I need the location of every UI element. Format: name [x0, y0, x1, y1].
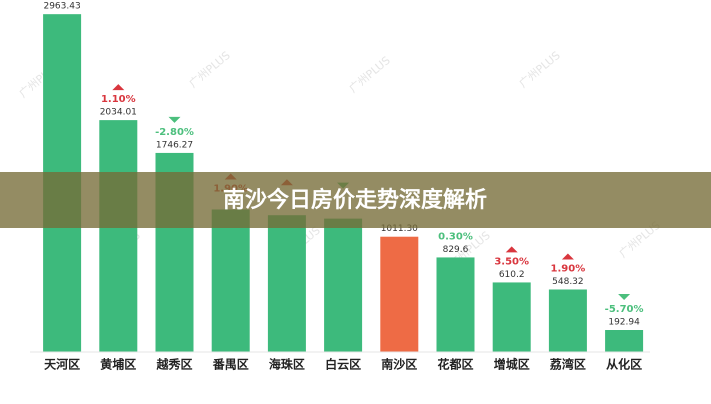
trend-arrow [618, 294, 631, 301]
value-label: 1011.30 [381, 224, 418, 234]
x-tick-label: 荔湾区 [549, 357, 586, 372]
bar [380, 236, 419, 352]
trend-arrow [112, 84, 125, 91]
bar [436, 257, 475, 352]
value-label: 1746.27 [156, 140, 193, 150]
x-tick-label: 增城区 [494, 357, 530, 372]
bar [548, 289, 587, 352]
x-tick-label: 从化区 [606, 357, 642, 372]
trend-arrow [561, 253, 574, 260]
change-label: -5.70% [605, 304, 644, 315]
trend-arrow [168, 116, 181, 123]
value-label: 829.6 [443, 245, 469, 255]
value-label: 2034.01 [100, 108, 137, 118]
trend-arrow [505, 246, 518, 253]
banner-title: 南沙今日房价走势深度解析 [223, 187, 487, 213]
change-label: 1.10% [101, 94, 136, 105]
x-tick-label: 黄埔区 [100, 357, 136, 372]
bar [605, 330, 644, 352]
x-tick-label: 海珠区 [269, 357, 305, 372]
value-label: 2963.43 [43, 2, 80, 12]
value-label: 192.94 [608, 318, 640, 328]
bar [99, 120, 138, 352]
bar [324, 218, 363, 352]
value-label: 610.2 [499, 270, 525, 280]
x-tick-label: 白云区 [325, 357, 361, 372]
change-label: 3.50% [494, 256, 529, 267]
x-tick-label: 番禺区 [212, 357, 249, 372]
change-label: -2.80% [155, 127, 194, 138]
x-tick-label: 天河区 [44, 357, 80, 372]
bar [267, 215, 306, 352]
bar [211, 209, 250, 352]
banner [0, 172, 711, 228]
change-label: 0.30% [438, 231, 473, 242]
bar [492, 282, 531, 352]
change-label: 1.90% [551, 263, 586, 274]
value-label: 548.32 [552, 277, 584, 287]
x-tick-label: 越秀区 [155, 357, 192, 372]
x-tick-label: 南沙区 [381, 357, 417, 372]
x-tick-label: 花都区 [437, 357, 473, 372]
